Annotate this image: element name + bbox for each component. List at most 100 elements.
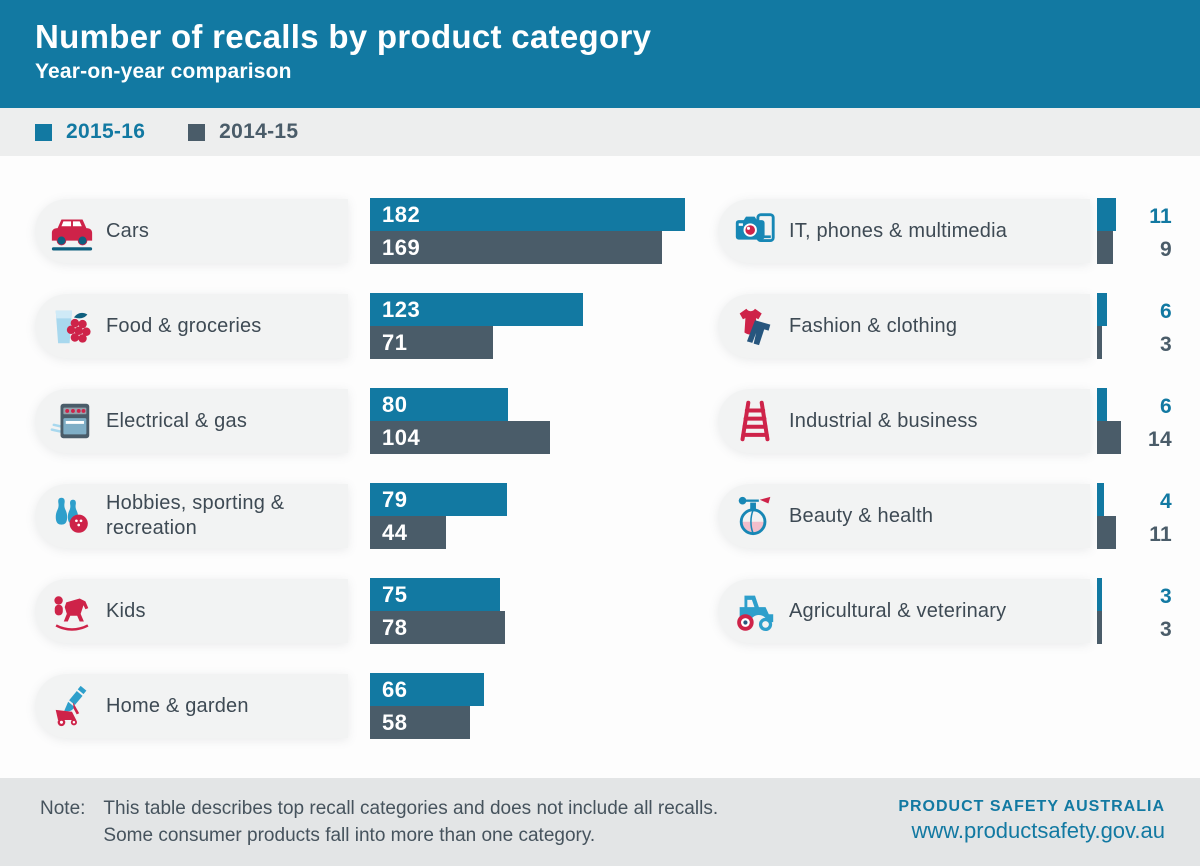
bar-line: 9 (1097, 231, 1172, 264)
bar-line: 123 (370, 293, 583, 326)
bar-value-label: 14 (1148, 428, 1172, 451)
bar-line: 71 (370, 326, 583, 359)
bar-group: 123 71 (370, 293, 583, 359)
bar-line: 78 (370, 611, 505, 644)
category-label: Cars (106, 219, 150, 242)
footnote-line-1: This table describes top recall categori… (103, 798, 719, 819)
bar-value-label: 58 (382, 710, 408, 735)
category-row: Agricultural & veterinary 3 3 (718, 578, 1172, 644)
bar-2015-16 (1097, 198, 1116, 231)
category-pill: Kids (35, 579, 348, 643)
electrical-gas-icon (48, 397, 96, 445)
header: Number of recalls by product category Ye… (0, 0, 1200, 108)
bar-2014-15: 78 (370, 611, 505, 644)
bar-value-label: 6 (1160, 395, 1172, 418)
bar-line: 79 (370, 483, 507, 516)
category-label: Industrial & business (789, 409, 978, 432)
bar-value-label: 11 (1149, 523, 1172, 546)
bar-2015-16: 123 (370, 293, 583, 326)
bar-value-label: 169 (382, 235, 421, 260)
category-label: Hobbies, sporting & recreation (106, 492, 285, 539)
category-row: Cars 182 169 (35, 198, 700, 264)
category-label: IT, phones & multimedia (789, 219, 1008, 242)
bar-2015-16 (1097, 293, 1107, 326)
page-subtitle: Year-on-year comparison (35, 60, 292, 83)
legend-item-2014-15: 2014-15 (188, 120, 298, 144)
brand-url-link[interactable]: www.productsafety.gov.au (911, 818, 1165, 843)
bar-value-label: 75 (382, 582, 408, 607)
bar-value-label: 78 (382, 615, 408, 640)
bar-2014-15: 58 (370, 706, 470, 739)
footnote-line-2: Some consumer products fall into more th… (103, 825, 596, 846)
page-title: Number of recalls by product category (35, 18, 652, 55)
bar-value-label: 3 (1160, 585, 1172, 608)
it-phones-multimedia-icon (731, 207, 779, 255)
category-row: Kids 75 78 (35, 578, 700, 644)
bar-value-label: 182 (382, 202, 421, 227)
bar-2015-16: 79 (370, 483, 507, 516)
bar-value-label: 6 (1160, 300, 1172, 323)
bar-line: 182 (370, 198, 685, 231)
bar-2014-15 (1097, 421, 1121, 454)
category-row: Food & groceries 123 71 (35, 293, 700, 359)
footnote-text: This table describes top recall categori… (103, 795, 718, 866)
bar-2014-15: 44 (370, 516, 446, 549)
legend-swatch-2014-15 (188, 123, 206, 141)
agricultural-veterinary-icon (731, 587, 779, 635)
bar-2014-15 (1097, 326, 1102, 359)
bar-line: 80 (370, 388, 550, 421)
bar-2014-15 (1097, 516, 1116, 549)
home-garden-icon (48, 682, 96, 730)
bar-2015-16: 182 (370, 198, 685, 231)
beauty-health-icon (731, 492, 779, 540)
bar-2014-15: 169 (370, 231, 662, 264)
bar-2015-16 (1097, 578, 1102, 611)
hobbies-sporting-recreation-icon (48, 492, 96, 540)
category-pill: Industrial & business (718, 389, 1090, 453)
bar-line: 14 (1097, 421, 1172, 454)
bar-2014-15: 104 (370, 421, 550, 454)
bar-line: 3 (1097, 578, 1172, 611)
bar-group: 66 58 (370, 673, 484, 739)
bar-2015-16: 75 (370, 578, 500, 611)
chart-area: Cars 182 169 Food & groceries 123 71 Electrica… (0, 156, 1200, 778)
bar-line: 104 (370, 421, 550, 454)
category-row: Fashion & clothing 6 3 (718, 293, 1172, 359)
brand-name: PRODUCT SAFETY AUSTRALIA (898, 798, 1165, 815)
category-row: IT, phones & multimedia 11 9 (718, 198, 1172, 264)
bar-2014-15: 71 (370, 326, 493, 359)
bar-2014-15 (1097, 231, 1113, 264)
bar-group: 182 169 (370, 198, 685, 264)
category-pill: Hobbies, sporting & recreation (35, 484, 348, 548)
bar-value-label: 71 (382, 330, 408, 355)
fashion-clothing-icon (731, 302, 779, 350)
bar-line: 6 (1097, 293, 1172, 326)
brand-block: PRODUCT SAFETY AUSTRALIA www.productsafe… (898, 795, 1165, 866)
bar-2015-16 (1097, 483, 1104, 516)
bar-line: 169 (370, 231, 685, 264)
bar-value-label: 80 (382, 392, 408, 417)
category-label: Fashion & clothing (789, 314, 958, 337)
bar-line: 44 (370, 516, 507, 549)
bar-value-label: 3 (1160, 618, 1172, 641)
category-row: Home & garden 66 58 (35, 673, 700, 739)
category-pill: IT, phones & multimedia (718, 199, 1090, 263)
bar-value-label: 104 (382, 425, 421, 450)
bar-line: 75 (370, 578, 505, 611)
bar-group: 11 9 (1097, 198, 1172, 264)
bar-line: 3 (1097, 611, 1172, 644)
bar-value-label: 11 (1149, 205, 1172, 228)
legend-label-2015-16: 2015-16 (66, 120, 146, 143)
bar-line: 11 (1097, 516, 1172, 549)
bar-line: 4 (1097, 483, 1172, 516)
bar-2015-16 (1097, 388, 1107, 421)
legend-label-2014-15: 2014-15 (219, 120, 299, 143)
category-pill: Agricultural & veterinary (718, 579, 1090, 643)
food-groceries-icon (48, 302, 96, 350)
category-label: Electrical & gas (106, 409, 248, 432)
category-row: Beauty & health 4 11 (718, 483, 1172, 549)
bar-group: 6 14 (1097, 388, 1172, 454)
legend-swatch-2015-16 (35, 123, 52, 141)
